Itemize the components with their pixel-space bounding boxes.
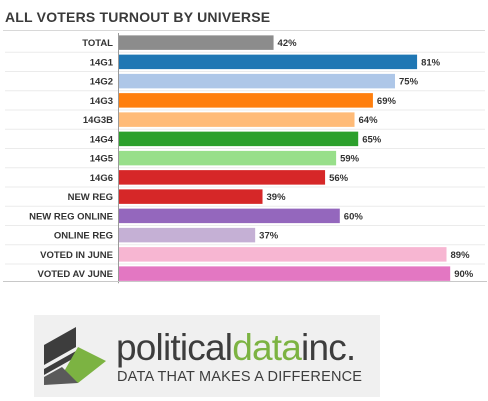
category-label: 14G4 <box>90 134 114 145</box>
bar <box>119 266 451 281</box>
category-label: 14G6 <box>90 173 113 184</box>
category-label: NEW REG <box>68 192 113 203</box>
value-label: 42% <box>278 38 298 49</box>
value-label: 65% <box>362 134 382 145</box>
bar <box>119 54 418 70</box>
category-label: VOTED IN JUNE <box>40 250 113 261</box>
bar <box>119 170 326 185</box>
value-label: 69% <box>377 96 397 107</box>
company-logo: politicaldatainc. DATA THAT MAKES A DIFF… <box>34 315 380 397</box>
bar <box>119 247 447 262</box>
category-label: 14G2 <box>90 77 113 88</box>
value-label: 90% <box>454 269 474 280</box>
bar <box>119 35 274 50</box>
bar <box>119 208 340 224</box>
category-label: 14G5 <box>90 154 114 165</box>
value-label: 39% <box>267 192 287 203</box>
category-label: 14G3 <box>90 96 113 107</box>
logo-word-political: political <box>116 327 233 368</box>
bar <box>119 73 395 89</box>
bar <box>119 112 355 127</box>
category-label: NEW REG ONLINE <box>29 211 113 222</box>
category-label: ONLINE REG <box>54 231 113 242</box>
chart-title: ALL VOTERS TURNOUT BY UNIVERSE <box>5 9 271 25</box>
value-label: 37% <box>259 231 279 242</box>
bar <box>119 131 359 147</box>
category-label: VOTED AV JUNE <box>38 269 114 280</box>
value-label: 64% <box>359 115 379 126</box>
logo-wordmark: politicaldatainc. <box>116 327 356 368</box>
logo-word-data: data <box>232 327 302 368</box>
category-label: TOTAL <box>82 38 113 49</box>
logo-word-inc: inc. <box>301 327 356 368</box>
category-label: 14G3B <box>83 115 113 126</box>
value-label: 89% <box>451 250 471 261</box>
title-divider <box>3 30 485 31</box>
value-label: 75% <box>399 77 419 88</box>
bar <box>119 150 337 166</box>
value-label: 60% <box>344 211 364 222</box>
value-label: 56% <box>329 173 349 184</box>
value-label: 59% <box>340 154 360 165</box>
bar <box>119 189 263 204</box>
bar-chart: TOTAL 42% 14G1 81% 14G2 75% 14G3 69% 14G3B 64% 14G… <box>5 33 485 284</box>
bar <box>119 93 373 108</box>
bar <box>119 227 256 243</box>
value-label: 81% <box>421 57 441 68</box>
chart-bottom-divider <box>3 281 487 282</box>
category-label: 14G1 <box>90 57 114 68</box>
political-data-logo-icon <box>44 327 106 385</box>
logo-tagline: DATA THAT MAKES A DIFFERENCE <box>117 369 363 385</box>
